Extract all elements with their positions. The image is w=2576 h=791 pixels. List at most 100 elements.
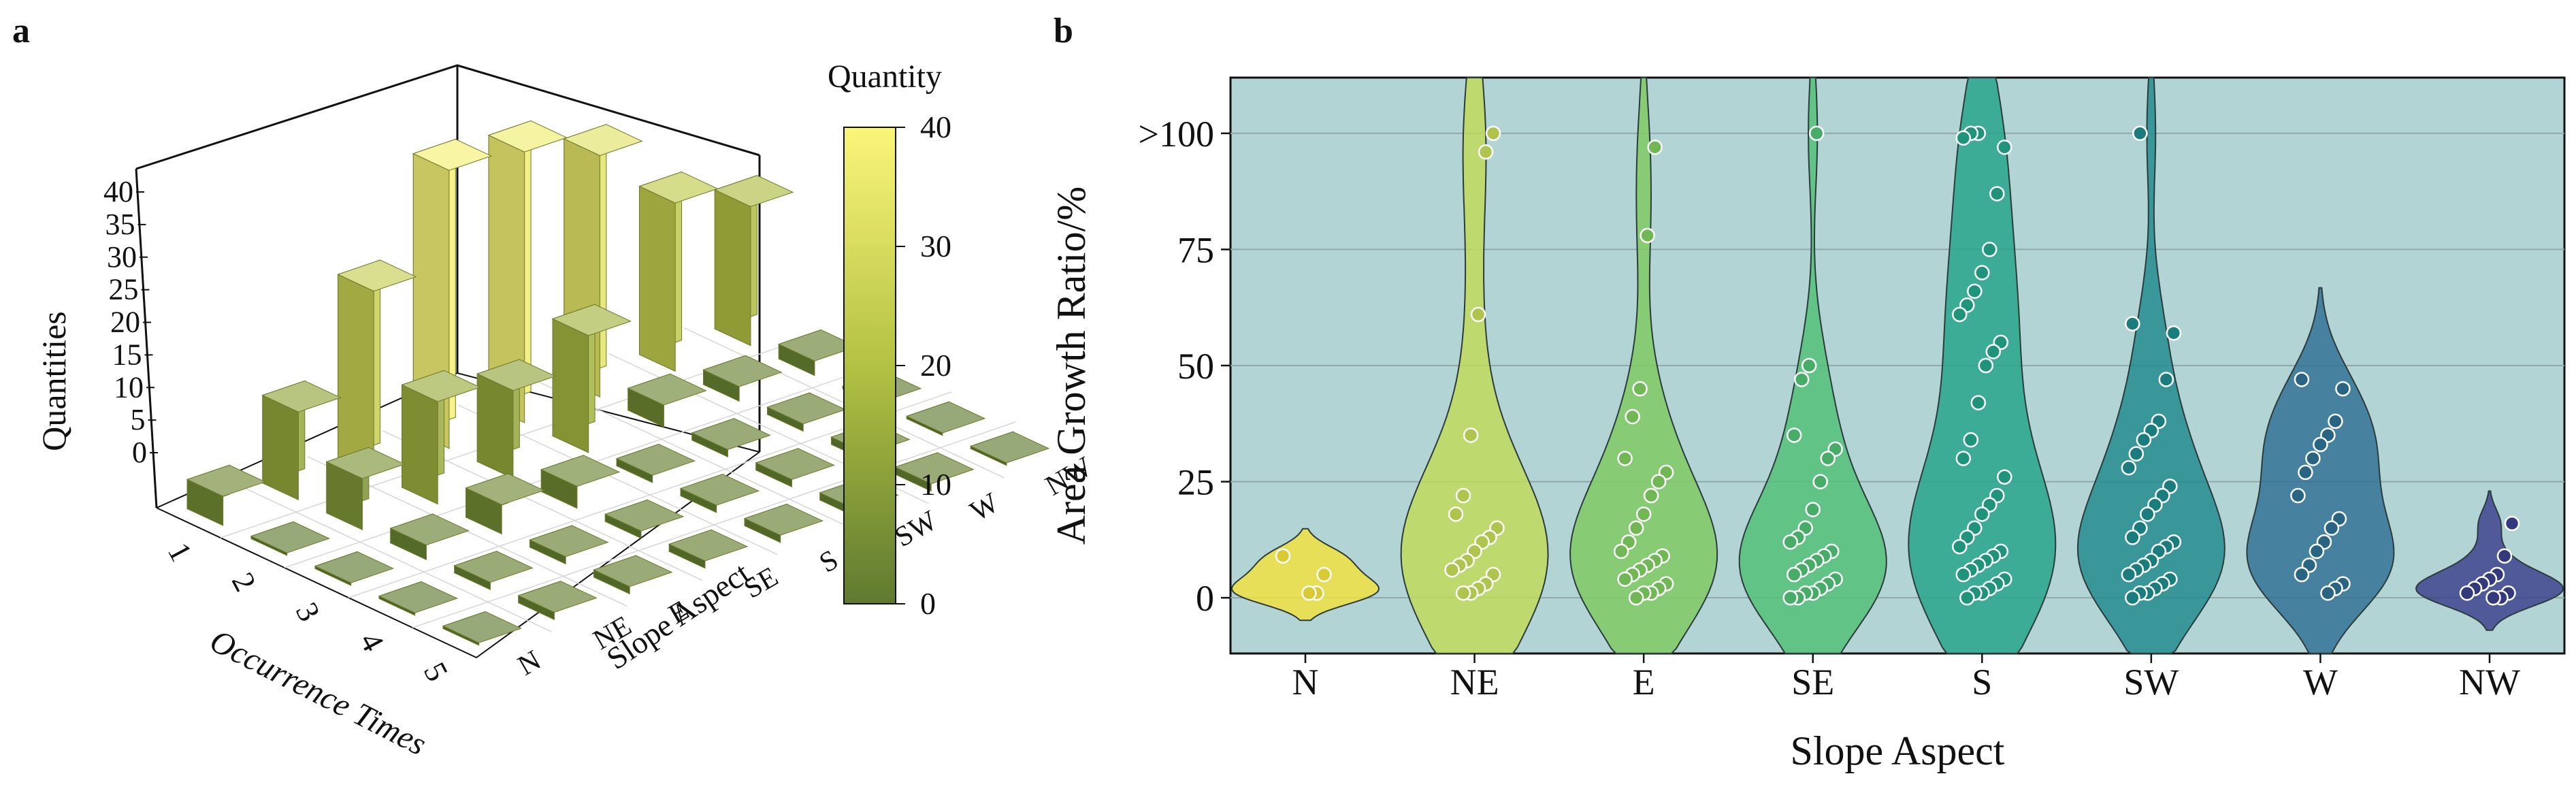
colorbar-tick-label: 30 [920,229,951,263]
data-point [1478,144,1494,160]
data-point [1805,502,1821,517]
y-tick-label: W [965,487,1005,528]
violin-SW [2076,77,2226,654]
data-point [2125,530,2140,545]
bar-face-front [476,373,514,479]
bar-3d [593,555,673,595]
bar-3d [261,380,342,501]
x-tick-label: NE [1450,662,1499,703]
bar-face-top [337,259,417,292]
bar-3d [668,529,749,569]
x-tick-label: N [1292,662,1319,703]
colorbar-gradient [843,127,896,604]
panel-a-colorbar: Quantity 0 10 20 30 40 [828,59,951,621]
data-point [2121,459,2137,476]
bar-face-top [593,555,673,587]
bar-face-top [476,359,557,391]
z-axis-tick-label: 25 [109,273,139,306]
data-point [1275,548,1291,564]
data-point [1997,469,2012,485]
colorbar-tick-label: 40 [920,110,951,144]
bar-face-top [186,464,267,497]
bar-3d [905,401,986,436]
x-tick-label: 4 [353,627,391,657]
bar-3d [894,452,975,492]
bar-face-top [894,452,975,485]
data-point [1617,571,1633,587]
bar-face-top [615,443,696,476]
x-tick-label: E [1633,662,1655,703]
data-point [1316,566,1332,583]
x-tick-label: SE [1791,662,1834,703]
box-left-vertical-edge [135,168,158,508]
data-point [2166,325,2182,341]
violin-NW [2415,490,2564,631]
data-point [2140,506,2155,522]
y-tick-label: SW [890,505,943,554]
data-point [1632,381,1648,397]
data-point [2158,372,2174,387]
x-tick-label: NW [2459,662,2520,703]
data-point [2125,590,2140,606]
data-point [1786,427,1802,443]
bar-face-top [563,124,643,157]
bar-face-top [627,373,707,406]
data-point [1613,543,1629,560]
data-point [2290,487,2306,504]
data-point [1974,265,1990,280]
data-point [2504,515,2520,532]
data-point [2125,316,2140,332]
data-point [2313,436,2328,453]
data-point [2128,446,2145,462]
y-tick-label: N [512,645,546,682]
bar-face-top [389,513,470,546]
bar-3d [679,473,760,513]
data-point [2121,566,2137,583]
bar-3d [401,370,481,505]
bar-face-front [338,274,374,475]
bar-3d [627,373,707,428]
bar-face-front [262,394,299,501]
bar-face-top [713,175,794,208]
floor-grid-line [412,421,1016,628]
x-tick-label: 2 [225,567,263,597]
x-tick-label: W [2303,662,2338,703]
data-point [1643,487,1659,504]
bar-face-top [465,473,545,506]
colorbar-title: Quantity [828,59,942,95]
bar-3d [638,171,719,372]
bar-face-top [529,525,609,558]
data-point [1617,451,1633,466]
bar-3d [702,355,783,402]
violin-E [1569,77,1718,654]
bar-3d [325,447,406,531]
data-point [1955,566,1972,583]
x-tick-label: S [1972,662,1992,703]
bar-3d [337,259,417,475]
violin-W [2246,287,2395,654]
data-point [2496,548,2513,564]
bar-face-top [314,551,395,583]
bar-3d [389,513,470,561]
bar-3d [250,521,331,556]
data-point [1812,474,1828,489]
data-point [1820,451,1836,466]
bar-3d [713,175,794,346]
data-point [1808,125,1825,142]
data-point [1985,344,2002,359]
data-point [2485,590,2501,606]
bar-3d [777,329,858,376]
bar-3d [551,304,632,453]
colorbar-tick-label: 10 [920,467,951,502]
bar-face-top [442,611,523,643]
bar-face-top [325,447,406,479]
data-point [1628,590,1644,606]
panel-b-x-axis-label: Slope Aspect [1791,728,2005,773]
data-point [1952,538,1968,555]
bar-face-top [412,138,493,171]
bar-3d [969,431,1050,466]
